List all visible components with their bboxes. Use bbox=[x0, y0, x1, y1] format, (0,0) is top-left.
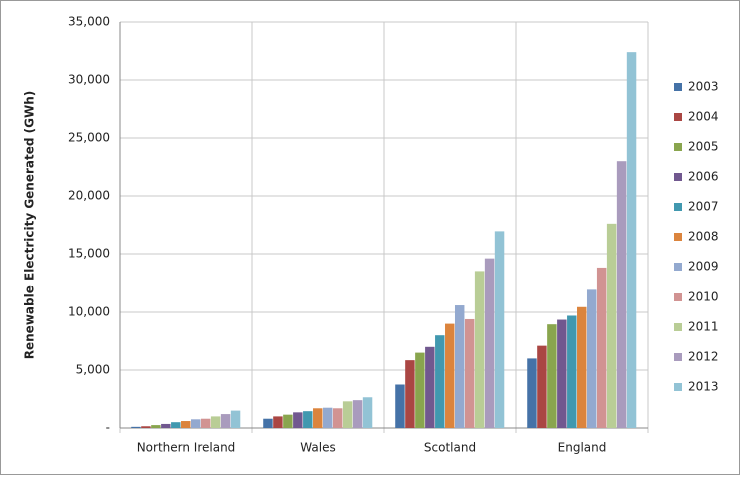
legend-swatch bbox=[674, 353, 682, 361]
bar bbox=[230, 410, 241, 428]
legend-label: 2011 bbox=[688, 320, 719, 334]
bar bbox=[567, 315, 577, 428]
x-tick-label: Scotland bbox=[424, 441, 476, 455]
legend-swatch bbox=[674, 383, 682, 391]
bar bbox=[210, 416, 221, 428]
y-tick-label: 15,000 bbox=[68, 247, 110, 261]
bar bbox=[606, 223, 617, 428]
bar bbox=[220, 414, 231, 428]
y-tick-label: 35,000 bbox=[68, 15, 110, 29]
bar bbox=[586, 289, 597, 428]
y-tick-label: 25,000 bbox=[68, 131, 110, 145]
bar bbox=[474, 271, 485, 428]
y-axis-title: Renewable Electricity Generated (GWh) bbox=[23, 91, 37, 359]
bar bbox=[151, 425, 161, 428]
bar bbox=[596, 267, 607, 428]
y-tick-label: - bbox=[106, 421, 110, 435]
legend-swatch bbox=[674, 173, 682, 181]
bar bbox=[547, 324, 557, 428]
bar bbox=[405, 360, 415, 428]
legend-swatch bbox=[674, 263, 682, 271]
y-tick-label: 5,000 bbox=[76, 363, 110, 377]
legend-label: 2006 bbox=[688, 170, 719, 184]
legend-label: 2010 bbox=[688, 290, 719, 304]
x-tick-label: Wales bbox=[300, 441, 335, 455]
legend-label: 2005 bbox=[688, 140, 719, 154]
bar bbox=[484, 258, 495, 428]
y-tick-label: 20,000 bbox=[68, 189, 110, 203]
x-tick-label: England bbox=[558, 441, 607, 455]
bar bbox=[454, 305, 465, 428]
bar bbox=[435, 335, 445, 428]
bar bbox=[181, 421, 191, 428]
bar bbox=[283, 414, 293, 428]
legend-label: 2012 bbox=[688, 350, 719, 364]
legend-label: 2003 bbox=[688, 80, 719, 94]
bar bbox=[171, 422, 181, 428]
bar bbox=[131, 426, 141, 428]
bar bbox=[464, 318, 475, 428]
bar bbox=[352, 400, 363, 428]
bar bbox=[273, 416, 283, 428]
bar bbox=[322, 407, 333, 428]
legend-swatch bbox=[674, 143, 682, 151]
legend-swatch bbox=[674, 83, 682, 91]
bar bbox=[537, 345, 547, 428]
bar bbox=[342, 401, 353, 428]
bar bbox=[190, 419, 201, 428]
bar bbox=[415, 352, 425, 428]
bar bbox=[313, 408, 323, 428]
legend-swatch bbox=[674, 203, 682, 211]
bar bbox=[626, 52, 637, 428]
bar bbox=[141, 426, 151, 428]
bar bbox=[445, 323, 455, 428]
legend-label: 2013 bbox=[688, 380, 719, 394]
bar bbox=[263, 418, 273, 428]
legend-swatch bbox=[674, 233, 682, 241]
legend-label: 2007 bbox=[688, 200, 719, 214]
bar bbox=[303, 411, 313, 428]
bar bbox=[494, 231, 505, 428]
bar bbox=[616, 161, 627, 428]
bar bbox=[527, 358, 537, 428]
y-tick-label: 10,000 bbox=[68, 305, 110, 319]
bar bbox=[425, 346, 435, 428]
legend-swatch bbox=[674, 323, 682, 331]
bar bbox=[332, 408, 343, 428]
legend-label: 2008 bbox=[688, 230, 719, 244]
bar bbox=[557, 319, 567, 428]
bar bbox=[200, 418, 211, 428]
bar bbox=[161, 423, 171, 428]
legend-swatch bbox=[674, 293, 682, 301]
bar bbox=[293, 412, 303, 428]
x-tick-label: Northern Ireland bbox=[137, 441, 236, 455]
legend-label: 2004 bbox=[688, 110, 719, 124]
bar bbox=[395, 384, 405, 428]
bar bbox=[362, 397, 373, 428]
legend-label: 2009 bbox=[688, 260, 719, 274]
bar bbox=[577, 306, 587, 428]
legend-swatch bbox=[674, 113, 682, 121]
y-tick-label: 30,000 bbox=[68, 73, 110, 87]
